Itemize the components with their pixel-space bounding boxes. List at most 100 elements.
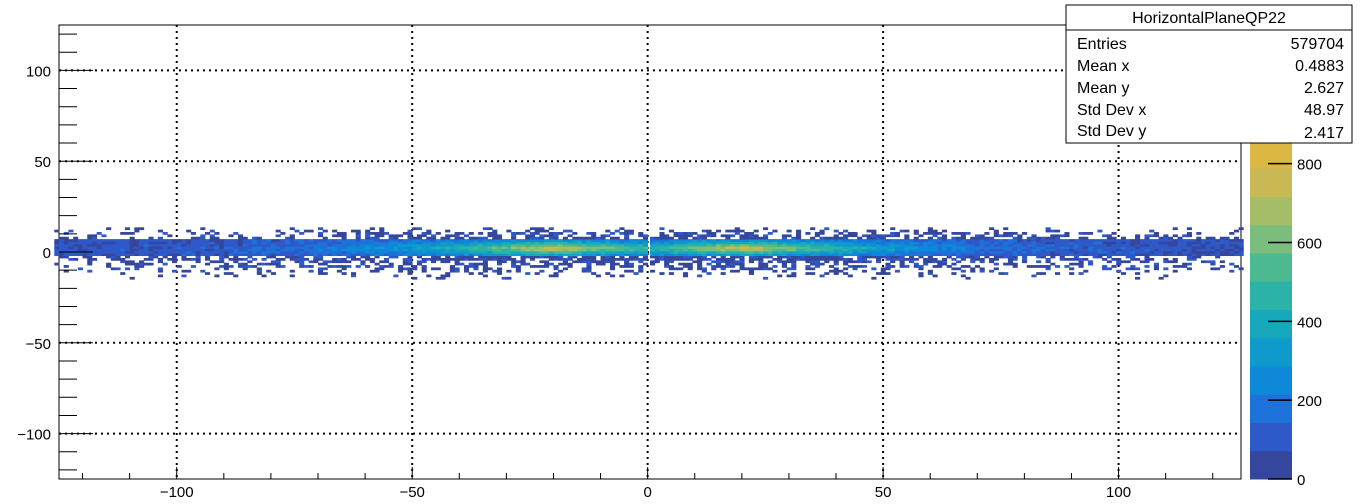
heatmap-cell <box>927 241 933 245</box>
heatmap-cell <box>687 253 693 257</box>
heatmap-cell <box>539 265 545 268</box>
heatmap-cell <box>416 250 423 254</box>
heatmap-cell <box>638 232 644 235</box>
heatmap-cell <box>407 260 413 264</box>
heatmap-cell <box>435 276 441 280</box>
heatmap-cell <box>73 257 79 261</box>
heatmap-cell <box>553 257 559 261</box>
heatmap-cell <box>219 241 225 245</box>
heatmap-cell <box>1200 241 1207 245</box>
heatmap-cell <box>833 260 839 264</box>
heatmap-cell <box>134 229 140 233</box>
heatmap-cell <box>454 236 460 240</box>
heatmap-cell <box>289 246 295 249</box>
heatmap-cell <box>473 265 479 268</box>
heatmap-cell <box>989 246 995 249</box>
heatmap-cell <box>562 257 568 261</box>
heatmap-cell <box>1130 265 1136 268</box>
heatmap-cell <box>777 246 783 249</box>
heatmap-cell <box>1036 239 1042 242</box>
heatmap-cell <box>204 243 211 247</box>
heatmap-cell <box>814 246 820 249</box>
heatmap-cell <box>534 243 540 247</box>
heatmap-cell <box>899 255 905 259</box>
heatmap-cell <box>1073 257 1079 261</box>
heatmap-cell <box>313 250 319 254</box>
heatmap-cell <box>974 248 981 252</box>
heatmap-cell <box>777 241 783 245</box>
heatmap-cell <box>562 250 568 254</box>
heatmap-cell <box>440 257 446 261</box>
heatmap-cell <box>1196 250 1202 254</box>
heatmap-cell <box>195 243 201 247</box>
heatmap-cell <box>833 236 839 240</box>
heatmap-cell <box>810 227 816 231</box>
heatmap-cell <box>459 262 465 266</box>
heatmap-cell <box>605 253 611 257</box>
heatmap-cell <box>682 274 689 278</box>
heatmap-cell <box>82 246 88 249</box>
heatmap-cell <box>720 265 726 268</box>
heatmap-cell <box>449 241 455 245</box>
heatmap-cell <box>706 257 712 261</box>
heatmap-cell <box>1069 253 1075 257</box>
heatmap-cell <box>781 234 787 238</box>
heatmap-cell <box>894 255 900 259</box>
heatmap-cell <box>393 255 399 259</box>
heatmap-cell <box>795 229 802 233</box>
heatmap-cell <box>463 267 470 271</box>
heatmap-cell <box>989 236 995 240</box>
heatmap-cell <box>979 234 985 238</box>
heatmap-cell <box>336 250 342 254</box>
heatmap-cell <box>200 241 206 245</box>
heatmap-cell <box>553 246 559 249</box>
heatmap-cell <box>682 246 689 249</box>
heatmap-cell <box>572 250 578 254</box>
heatmap-cell <box>1040 246 1046 249</box>
heatmap-cell <box>843 246 849 249</box>
heatmap-cell <box>1036 255 1042 259</box>
heatmap-cell <box>190 246 196 249</box>
heatmap-cell <box>435 243 441 247</box>
heatmap-cell <box>548 262 554 266</box>
heatmap-cell <box>124 267 131 271</box>
heatmap-cell <box>1144 253 1150 257</box>
heatmap-cell <box>1111 246 1117 249</box>
heatmap-cell <box>1012 257 1018 261</box>
heatmap-cell <box>172 241 178 245</box>
heatmap-cell <box>101 253 107 257</box>
heatmap-cell <box>795 250 802 254</box>
heatmap-cell <box>871 229 877 233</box>
heatmap-cell <box>463 248 470 252</box>
heatmap-cell <box>1144 234 1150 238</box>
heatmap-cell <box>642 262 649 266</box>
heatmap-cell <box>280 232 286 235</box>
heatmap-cell <box>664 265 670 268</box>
heatmap-cell <box>1040 239 1046 242</box>
heatmap-cell <box>120 239 126 242</box>
heatmap-cell <box>701 234 707 238</box>
heatmap-cell <box>725 257 731 261</box>
heatmap-cell <box>1219 239 1225 242</box>
heatmap-cell <box>1186 243 1192 247</box>
heatmap-cell <box>838 243 844 247</box>
heatmap-cell <box>492 253 498 257</box>
heatmap-cell <box>899 265 905 268</box>
heatmap-cell <box>1116 260 1122 264</box>
heatmap-cell <box>313 255 319 259</box>
heatmap-cell <box>682 262 689 266</box>
heatmap-cell <box>614 236 620 240</box>
heatmap-cell <box>252 239 258 242</box>
heatmap-cell <box>720 239 726 242</box>
heatmap-cell <box>577 250 583 254</box>
heatmap-cell <box>970 257 976 261</box>
heatmap-cell <box>68 248 74 252</box>
heatmap-cell <box>101 248 107 252</box>
heatmap-cell <box>237 234 244 238</box>
heatmap-cell <box>1233 243 1240 247</box>
heatmap-cell <box>711 265 717 268</box>
heatmap-cell <box>960 265 966 268</box>
heatmap-cell <box>833 250 839 254</box>
heatmap-cell <box>824 272 830 275</box>
